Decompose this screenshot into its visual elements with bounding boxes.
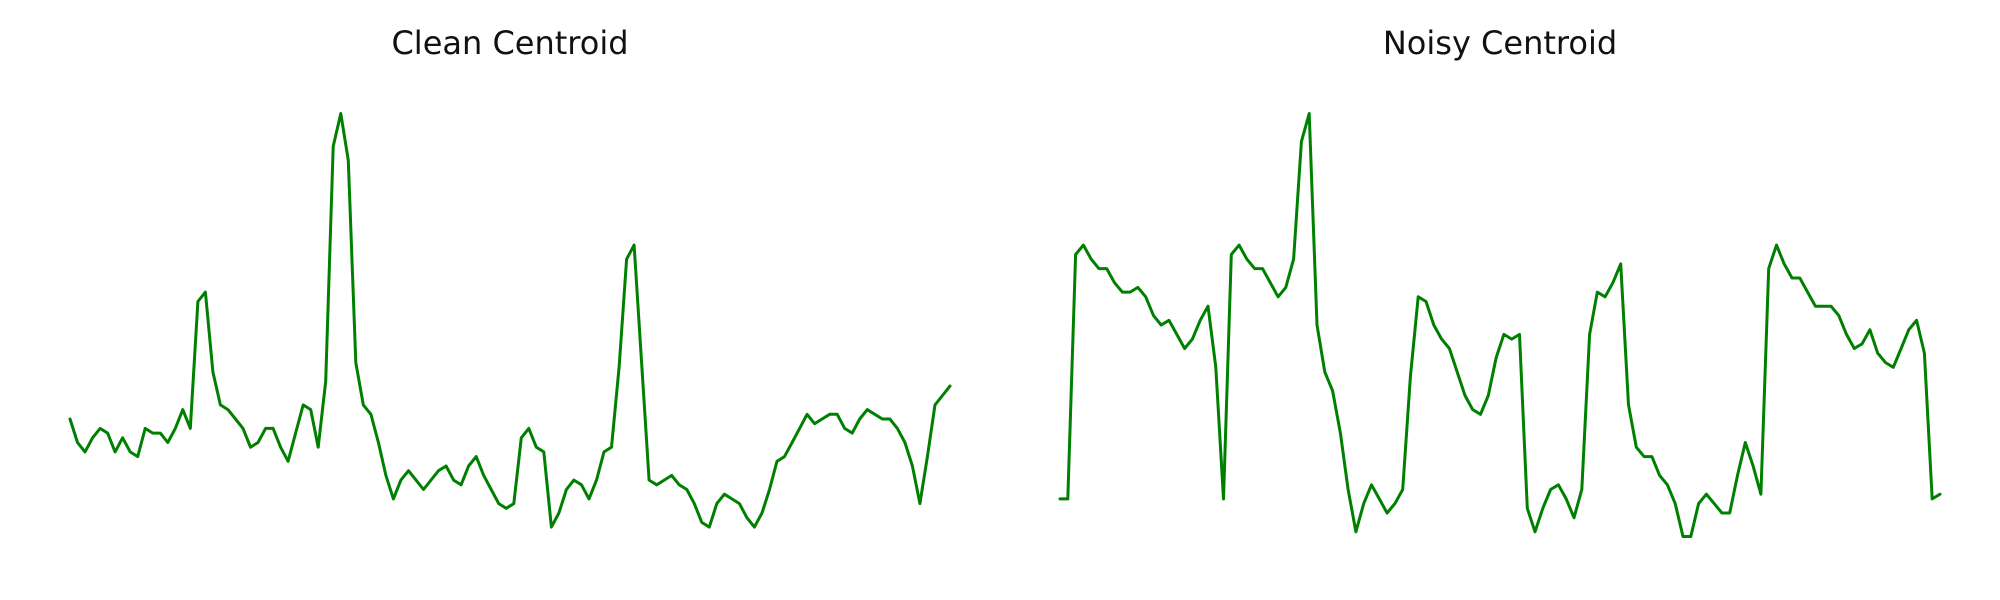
noisy-centroid-panel: Noisy Centroid: [1030, 0, 1970, 600]
series-line-0-0: [68, 112, 952, 529]
clean-centroid-panel: Clean Centroid: [40, 0, 980, 600]
noisy-centroid-title: Noisy Centroid: [1382, 24, 1618, 62]
clean-centroid-plot: [68, 112, 952, 529]
clean-centroid-title: Clean Centroid: [391, 24, 629, 62]
series-line-1-0: [1058, 112, 1942, 538]
noisy-centroid-plot: [1058, 112, 1942, 538]
